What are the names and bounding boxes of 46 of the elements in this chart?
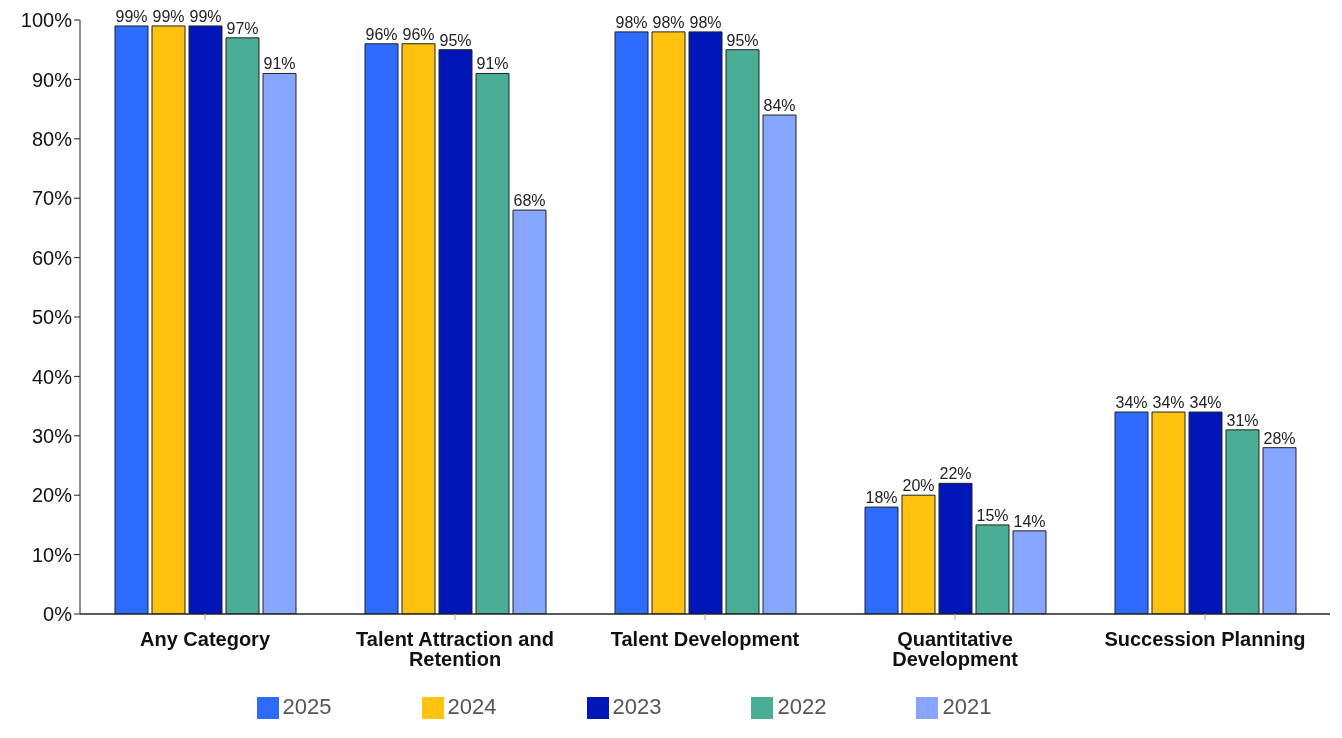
y-tick-label: 50% bbox=[31, 306, 73, 329]
data-label: 99% bbox=[115, 7, 148, 25]
data-label: 99% bbox=[152, 7, 185, 25]
data-label: 22% bbox=[939, 465, 972, 483]
data-label: 95% bbox=[726, 31, 759, 49]
legend-label: 2021 bbox=[942, 694, 992, 719]
data-label: 96% bbox=[402, 25, 435, 43]
y-tick-label: 80% bbox=[31, 127, 73, 150]
x-tick-label: Any Category bbox=[139, 628, 271, 651]
data-label: 28% bbox=[1263, 429, 1296, 447]
legend-label: 2023 bbox=[612, 694, 662, 719]
data-label: 34% bbox=[1115, 394, 1148, 412]
data-label: 98% bbox=[689, 13, 722, 31]
data-label: 97% bbox=[226, 19, 259, 37]
legend-label: 2022 bbox=[777, 694, 827, 719]
data-label: 91% bbox=[263, 55, 296, 73]
y-tick-label: 30% bbox=[31, 424, 73, 447]
y-tick-label: 0% bbox=[43, 603, 73, 626]
y-tick-label: 40% bbox=[31, 365, 73, 388]
data-label: 18% bbox=[865, 489, 898, 507]
x-tick-label: Succession Planning bbox=[1104, 628, 1306, 651]
data-label: 14% bbox=[1013, 512, 1046, 530]
y-tick-label: 10% bbox=[31, 543, 73, 566]
data-label: 15% bbox=[976, 506, 1009, 524]
y-tick-label: 100% bbox=[20, 9, 73, 32]
y-tick-label: 90% bbox=[31, 68, 73, 91]
data-label: 34% bbox=[1189, 394, 1222, 412]
data-label: 68% bbox=[513, 192, 546, 210]
data-label: 99% bbox=[189, 7, 222, 25]
legend-label: 2025 bbox=[282, 694, 332, 719]
data-label: 91% bbox=[476, 55, 509, 73]
y-tick-label: 20% bbox=[31, 484, 73, 507]
data-label: 96% bbox=[365, 25, 398, 43]
y-tick-label: 70% bbox=[31, 187, 73, 210]
legend-label: 2024 bbox=[447, 694, 497, 719]
y-tick-label: 60% bbox=[31, 246, 73, 269]
data-label: 20% bbox=[902, 477, 935, 495]
x-tick-label: Quantitative Development bbox=[892, 628, 1019, 671]
x-tick-label: Talent Development bbox=[610, 628, 800, 651]
data-label: 95% bbox=[439, 31, 472, 49]
x-tick-label: Talent Attraction and Retention bbox=[356, 628, 554, 671]
data-label: 84% bbox=[763, 97, 796, 115]
data-label: 31% bbox=[1226, 411, 1259, 429]
data-label: 98% bbox=[652, 13, 685, 31]
data-label: 34% bbox=[1152, 394, 1185, 412]
data-label: 98% bbox=[615, 13, 648, 31]
